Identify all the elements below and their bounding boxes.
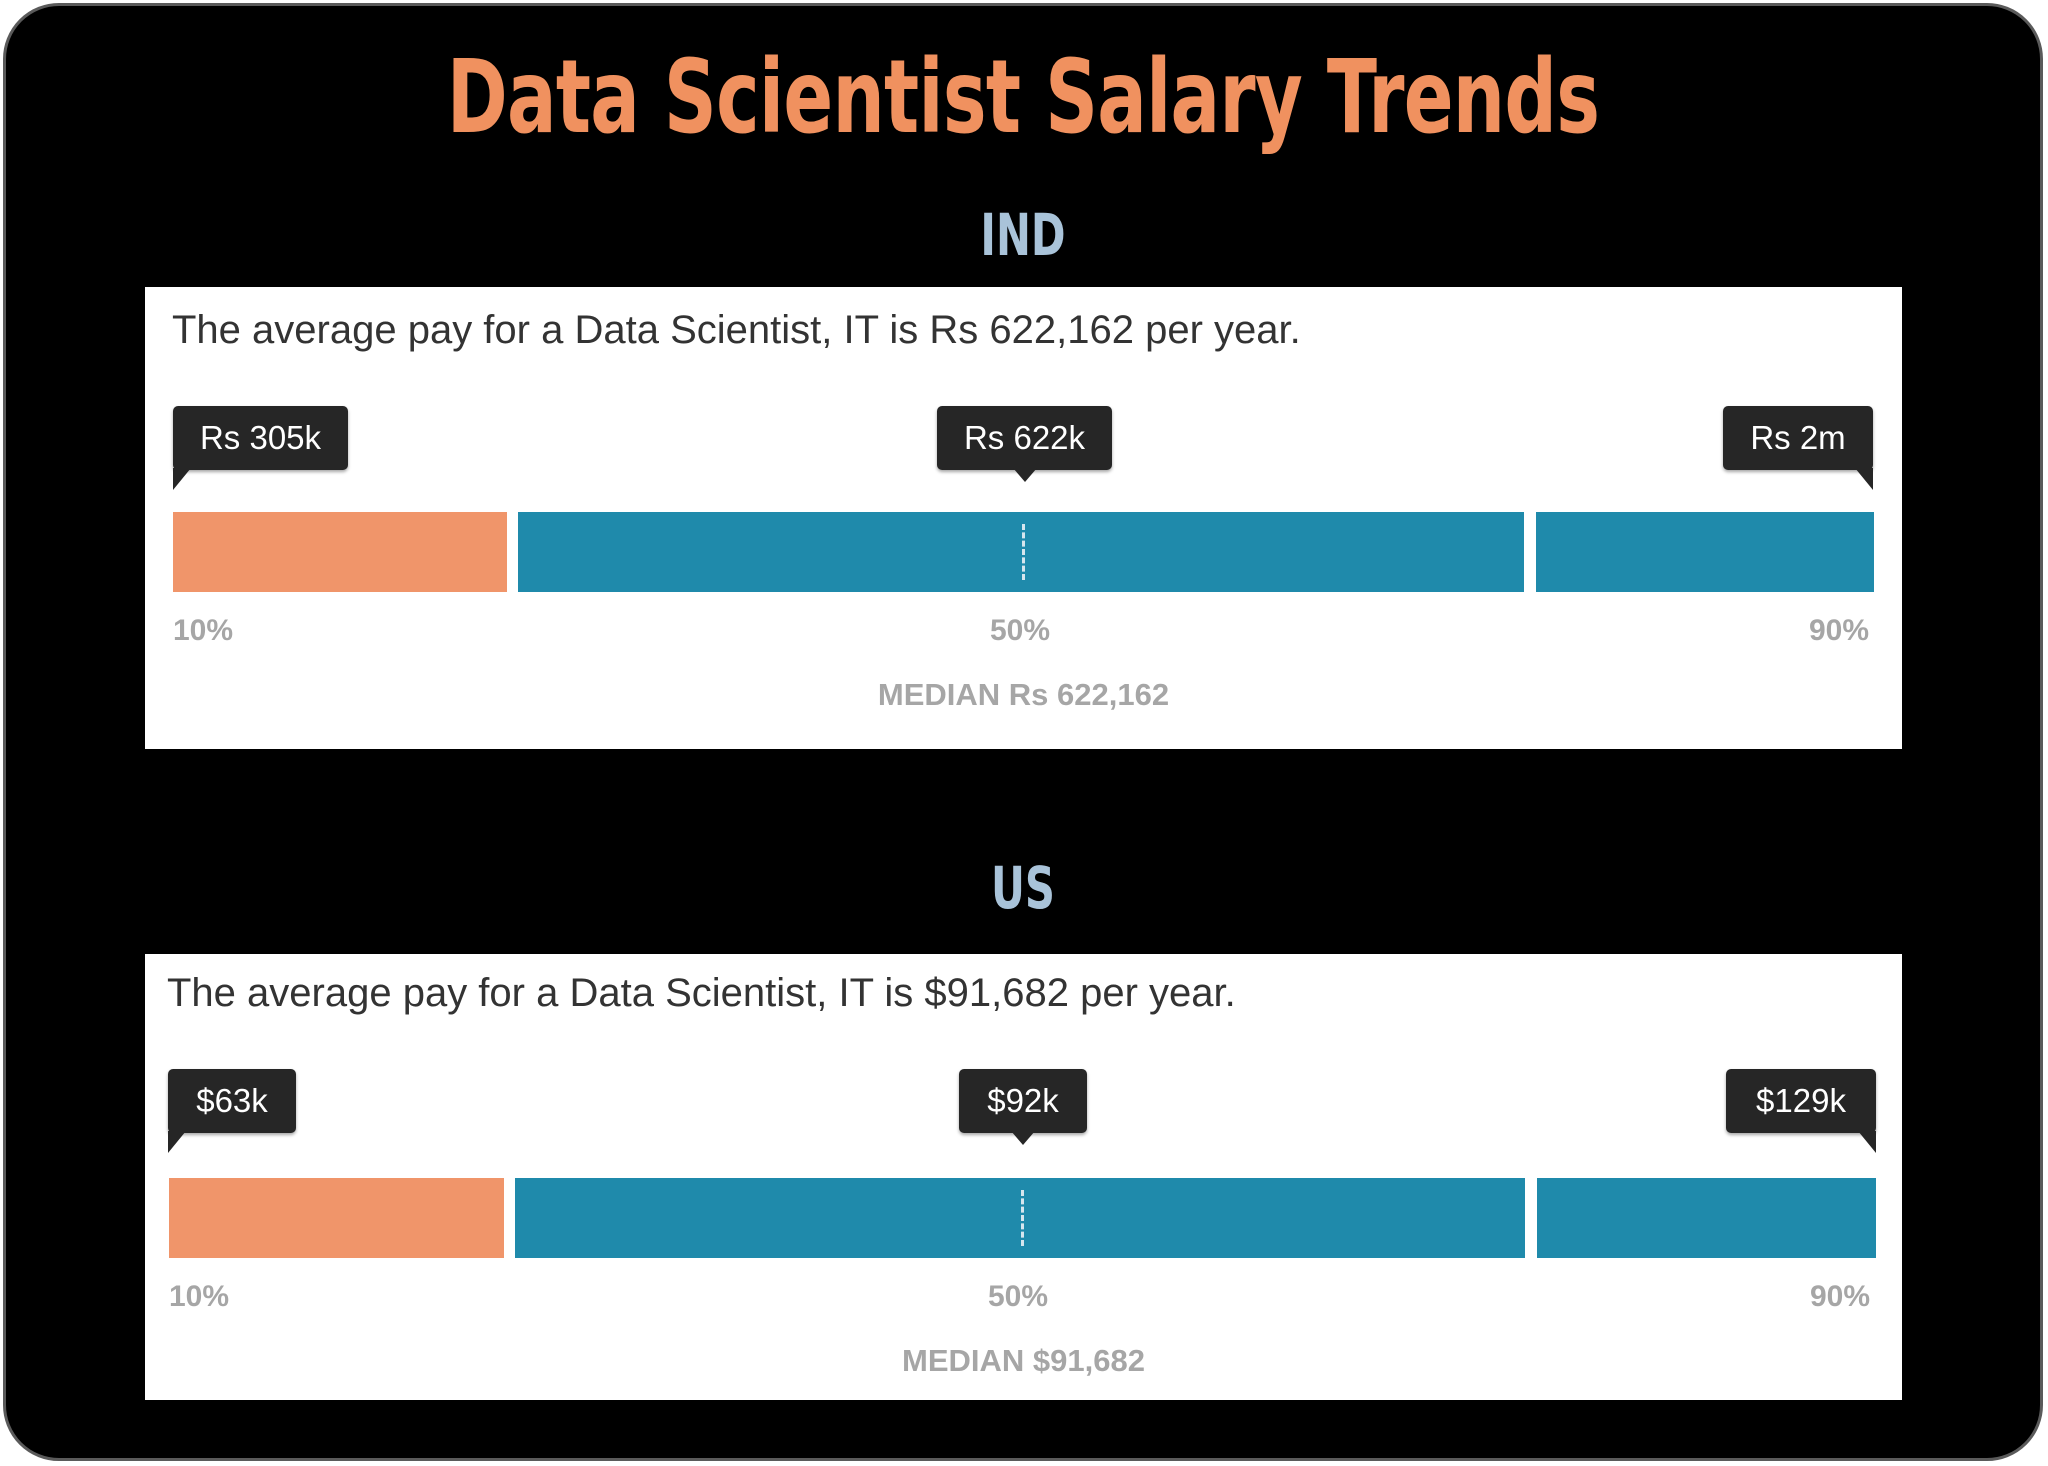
percentile-90-value-tag: $129k: [1726, 1069, 1876, 1133]
percentile-10-value-tag: Rs 305k: [173, 406, 348, 470]
tag-pointer-icon: [1855, 468, 1873, 490]
median-value-label: MEDIAN $91,682: [902, 1343, 1145, 1378]
country-label-us: US: [991, 854, 1055, 922]
tag-pointer-icon: [168, 1131, 186, 1153]
percentile-90-label: 90%: [1809, 614, 1870, 647]
bar-segment-high: [1536, 512, 1874, 592]
percentile-10-label: 10%: [169, 1280, 230, 1313]
bar-segment-low: [169, 1178, 504, 1258]
page-title: Data Scientist Salary Trends: [446, 38, 1600, 157]
average-pay-text: The average pay for a Data Scientist, IT…: [172, 308, 1301, 352]
bar-segment-mid: [518, 512, 1524, 592]
median-marker-line: [1022, 524, 1025, 580]
salary-card-us: The average pay for a Data Scientist, IT…: [145, 954, 1902, 1400]
percentile-90-value-tag: Rs 2m: [1723, 406, 1873, 470]
percentile-10-label: 10%: [173, 614, 234, 647]
tag-pointer-icon: [1858, 1131, 1876, 1153]
country-label-ind: IND: [980, 201, 1066, 269]
median-marker-line: [1021, 1190, 1024, 1246]
tag-pointer-icon: [173, 468, 191, 490]
percentile-50-value-tag: $92k: [959, 1069, 1087, 1133]
percentile-10-value-tag: $63k: [168, 1069, 296, 1133]
bar-segment-high: [1537, 1178, 1876, 1258]
percentile-50-label: 50%: [990, 614, 1051, 647]
median-value-label: MEDIAN Rs 622,162: [877, 677, 1170, 712]
tag-pointer-icon: [1011, 1131, 1035, 1145]
percentile-90-label: 90%: [1810, 1280, 1871, 1313]
salary-card-ind: The average pay for a Data Scientist, IT…: [145, 287, 1902, 749]
percentile-50-value-tag: Rs 622k: [937, 406, 1112, 470]
infographic-frame: Data Scientist Salary Trends IND The ave…: [3, 3, 2043, 1461]
average-pay-text: The average pay for a Data Scientist, IT…: [167, 971, 1236, 1015]
bar-segment-mid: [515, 1178, 1525, 1258]
tag-pointer-icon: [1013, 468, 1037, 482]
bar-segment-low: [173, 512, 507, 592]
percentile-50-label: 50%: [988, 1280, 1049, 1313]
